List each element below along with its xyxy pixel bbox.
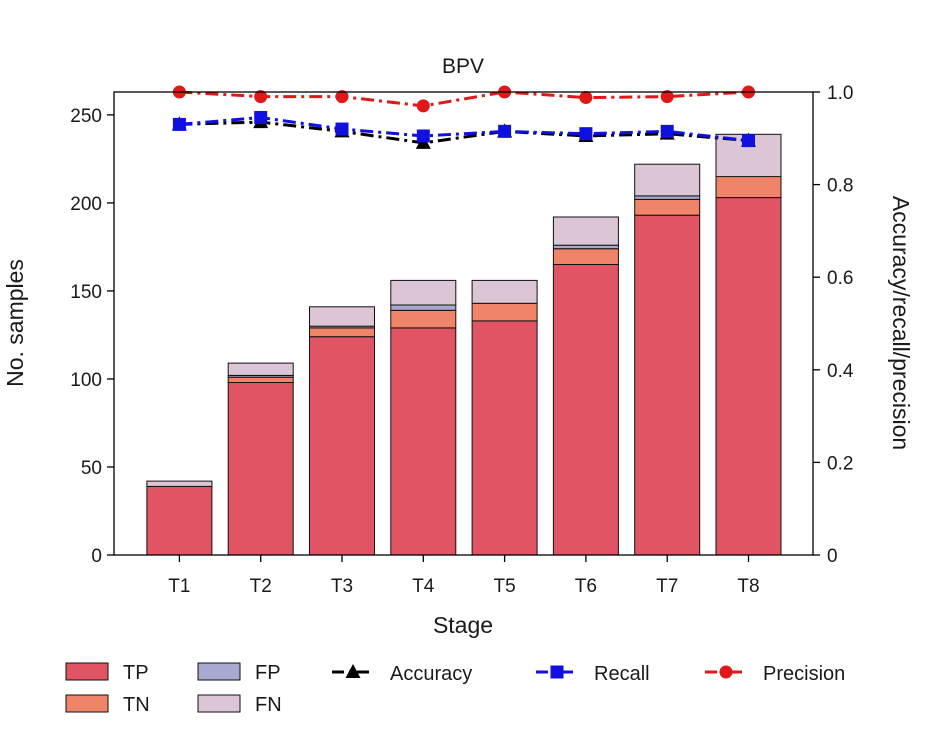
- y2-axis-ticks: 0 0.2 0.4 0.6 0.8 1.0: [813, 83, 854, 567]
- bar-fn-t5: [471, 279, 538, 304]
- x-tick-label: T5: [494, 576, 516, 597]
- x-axis-title: Stage: [433, 612, 493, 638]
- line-precision: [179, 90, 749, 108]
- x-tick-label: T6: [575, 576, 597, 597]
- y-tick-label: 250: [70, 106, 102, 127]
- legend-label-tn: TN: [123, 694, 150, 716]
- y2-axis-title: Accuracy/recall/precision: [888, 196, 914, 450]
- y2-tick-label: 0: [827, 546, 838, 567]
- legend-swatch-tn: [65, 694, 109, 713]
- bar-tn-t4: [390, 309, 457, 329]
- x-tick-label: T3: [331, 576, 353, 597]
- y-tick-label: 100: [70, 370, 102, 391]
- y2-tick-label: 0.2: [827, 453, 853, 474]
- legend-swatch-fn: [197, 694, 241, 713]
- point-recall-t3: [335, 122, 349, 136]
- legend-label-tp: TP: [123, 662, 149, 684]
- legend-label-fp: FP: [255, 662, 281, 684]
- point-recall-t1: [172, 117, 186, 131]
- bar-tp-t8: [715, 197, 782, 556]
- legend-swatch-fp: [197, 662, 241, 681]
- x-tick-label: T2: [250, 576, 272, 597]
- plot-frame: [113, 91, 814, 556]
- point-precision-t3: [335, 90, 349, 104]
- bars-layer: [146, 133, 782, 556]
- point-recall-t8: [742, 134, 756, 148]
- bar-tn-t8: [715, 176, 782, 199]
- bar-tn-t2: [227, 376, 294, 384]
- bar-tp-t5: [471, 320, 538, 556]
- bar-tp-t3: [309, 336, 375, 556]
- y2-tick-label: 1.0: [827, 83, 853, 104]
- legend-marker-recall: [550, 665, 564, 679]
- y2-tick-label: 0.8: [827, 176, 853, 197]
- point-precision-t7: [660, 90, 674, 104]
- x-tick-label: T4: [412, 576, 435, 597]
- bar-fn-t1: [146, 480, 213, 487]
- legend-label-recall: Recall: [594, 663, 650, 685]
- y-tick-label: 200: [70, 194, 102, 215]
- legend-label-precision: Precision: [763, 663, 845, 685]
- bar-tp-t1: [146, 485, 213, 556]
- bar-fn-t3: [309, 306, 375, 327]
- legend-marker-precision: [719, 665, 733, 679]
- bar-fn-t7: [634, 163, 701, 197]
- lines-layer: [171, 85, 757, 149]
- point-recall-t7: [660, 124, 674, 138]
- y2-tick-label: 0.6: [827, 268, 853, 289]
- x-tick-label: T7: [656, 576, 678, 597]
- legend-label-accuracy: Accuracy: [390, 663, 472, 685]
- bar-tn-t5: [471, 302, 538, 322]
- bar-fn-t6: [552, 216, 619, 246]
- bar-fn-t2: [227, 362, 294, 376]
- bar-tn-t6: [552, 248, 619, 265]
- bar-tp-t4: [390, 327, 457, 556]
- point-recall-t2: [254, 110, 268, 124]
- bar-tp-t2: [227, 382, 294, 556]
- bar-tp-t6: [552, 264, 619, 556]
- y-tick-label: 50: [81, 458, 102, 479]
- chart-title: BPV: [442, 55, 484, 78]
- bar-tp-t7: [634, 214, 701, 556]
- y-tick-label: 150: [70, 282, 102, 303]
- bar-tn-t7: [634, 198, 701, 216]
- y2-tick-label: 0.4: [827, 361, 854, 382]
- legend-marker-accuracy: [345, 664, 361, 678]
- legend: TP TN FP FN Accuracy Recall Precision: [65, 662, 845, 716]
- point-precision-t6: [579, 91, 593, 105]
- point-recall-t5: [498, 124, 512, 138]
- point-recall-t6: [579, 127, 593, 141]
- bar-fp-t6: [552, 244, 619, 250]
- bar-fn-t4: [390, 279, 457, 306]
- point-precision-t2: [254, 90, 268, 104]
- y-axis-title: No. samples: [2, 259, 28, 387]
- legend-label-fn: FN: [255, 694, 282, 716]
- point-recall-t4: [416, 129, 430, 143]
- point-precision-t4: [416, 99, 430, 113]
- bar-fp-t7: [634, 195, 701, 200]
- legend-swatch-tp: [65, 662, 109, 681]
- bar-fp-t4: [390, 304, 457, 311]
- x-tick-label: T1: [168, 576, 190, 597]
- line-recall: [179, 115, 749, 143]
- x-axis-ticks: T1 T2 T3 T4 T5 T6 T7 T8: [168, 555, 760, 597]
- line-accuracy: [179, 120, 749, 145]
- y-tick-label: 0: [91, 546, 102, 567]
- bar-tn-t3: [309, 327, 375, 338]
- y-axis-ticks: 0 50 100 150 200 250: [70, 106, 114, 567]
- x-tick-label: T8: [737, 576, 759, 597]
